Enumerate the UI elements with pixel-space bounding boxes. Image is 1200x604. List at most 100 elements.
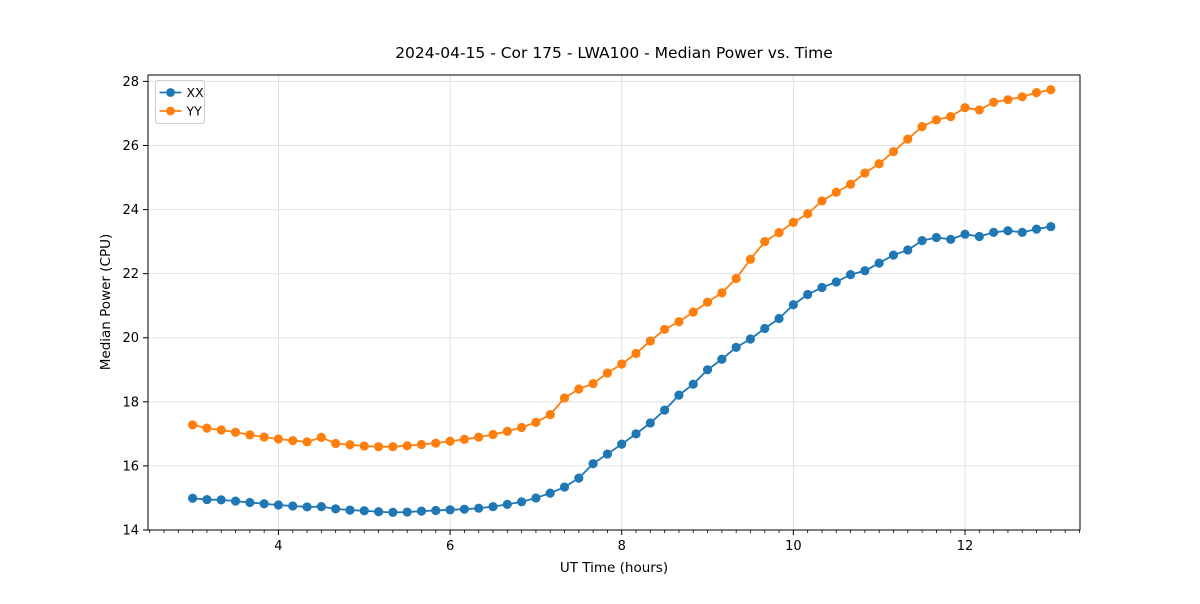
data-point-YY xyxy=(402,441,412,451)
data-point-YY xyxy=(230,427,241,437)
data-point-YY xyxy=(803,209,813,219)
data-point-YY xyxy=(602,368,613,378)
y-tick-label: 22 xyxy=(122,267,139,282)
data-point-YY xyxy=(731,273,741,284)
data-point-XX xyxy=(631,429,641,439)
data-point-XX xyxy=(860,266,870,276)
data-point-YY xyxy=(874,159,884,169)
data-point-XX xyxy=(359,506,369,516)
data-point-YY xyxy=(774,228,784,238)
data-point-YY xyxy=(531,417,541,427)
x-tick-label: 12 xyxy=(957,539,974,554)
data-point-XX xyxy=(230,496,241,506)
data-point-YY xyxy=(331,438,341,449)
data-point-XX xyxy=(617,439,627,449)
y-tick-label: 20 xyxy=(122,331,139,346)
data-point-YY xyxy=(960,103,970,113)
data-point-YY xyxy=(974,105,984,115)
data-point-YY xyxy=(831,187,841,197)
chart-title: 2024-04-15 - Cor 175 - LWA100 - Median P… xyxy=(395,44,833,62)
data-point-YY xyxy=(459,434,469,444)
data-point-XX xyxy=(531,493,541,503)
data-point-YY xyxy=(989,97,999,107)
data-point-XX xyxy=(688,379,698,389)
data-point-YY xyxy=(745,254,756,264)
data-point-XX xyxy=(660,405,670,415)
data-point-XX xyxy=(931,232,941,243)
data-point-XX xyxy=(516,497,527,507)
data-point-XX xyxy=(760,323,770,334)
data-point-XX xyxy=(216,495,226,505)
data-point-YY xyxy=(888,146,899,157)
data-point-YY xyxy=(545,410,555,420)
x-tick-label: 6 xyxy=(446,539,454,554)
data-point-XX xyxy=(1046,221,1056,232)
data-point-YY xyxy=(216,425,226,435)
data-point-YY xyxy=(788,217,798,227)
data-point-YY xyxy=(1017,92,1027,102)
data-point-XX xyxy=(273,500,284,510)
data-point-XX xyxy=(302,502,312,512)
data-point-XX xyxy=(702,365,713,375)
data-point-YY xyxy=(516,422,527,433)
data-point-YY xyxy=(416,439,427,450)
data-point-XX xyxy=(1031,224,1042,234)
data-point-XX xyxy=(331,504,341,514)
y-tick-label: 18 xyxy=(122,395,139,410)
data-point-XX xyxy=(574,473,584,483)
data-point-YY xyxy=(345,440,355,450)
data-point-YY xyxy=(845,179,856,189)
data-point-XX xyxy=(545,488,555,498)
data-point-YY xyxy=(502,426,512,436)
data-point-YY xyxy=(373,442,384,452)
data-point-XX xyxy=(674,390,684,400)
legend-label-YY: YY xyxy=(186,104,203,119)
data-point-YY xyxy=(702,297,713,307)
data-point-XX xyxy=(745,334,756,344)
x-tick-label: 8 xyxy=(618,539,626,554)
data-point-YY xyxy=(474,432,484,442)
data-point-YY xyxy=(445,436,455,446)
data-point-YY xyxy=(259,432,269,442)
data-point-YY xyxy=(588,378,598,389)
data-point-XX xyxy=(388,507,398,517)
data-point-XX xyxy=(559,482,570,492)
data-point-XX xyxy=(974,231,984,242)
legend-marker-YY xyxy=(166,106,175,116)
data-point-XX xyxy=(416,506,427,516)
data-point-YY xyxy=(1046,85,1056,95)
data-point-XX xyxy=(645,418,655,428)
data-point-XX xyxy=(845,270,856,280)
series-layer xyxy=(188,85,1056,517)
data-point-XX xyxy=(502,499,512,509)
data-point-XX xyxy=(474,503,484,513)
data-point-YY xyxy=(631,348,641,359)
data-point-XX xyxy=(188,493,198,503)
data-point-YY xyxy=(202,423,212,433)
data-point-XX xyxy=(774,313,784,324)
data-point-XX xyxy=(373,507,384,517)
data-point-YY xyxy=(660,324,670,335)
data-point-XX xyxy=(431,505,441,516)
data-point-XX xyxy=(288,501,298,511)
data-point-XX xyxy=(917,236,927,246)
data-point-XX xyxy=(588,459,598,469)
data-point-YY xyxy=(860,168,870,178)
y-tick-label: 24 xyxy=(122,203,139,218)
y-tick-label: 14 xyxy=(122,524,139,539)
data-point-XX xyxy=(960,229,970,239)
y-axis-label: Median Power (CPU) xyxy=(98,234,114,370)
data-point-YY xyxy=(188,420,198,430)
data-point-XX xyxy=(402,507,412,517)
data-point-YY xyxy=(931,115,941,125)
data-point-YY xyxy=(245,430,255,440)
data-point-XX xyxy=(602,449,613,459)
data-point-YY xyxy=(359,441,369,451)
tick-layer: 4 6 8 10 12 14 16 18 20 22 24 26 28 xyxy=(122,75,1080,554)
data-point-XX xyxy=(459,504,469,514)
data-point-XX xyxy=(1003,226,1013,236)
data-point-XX xyxy=(874,258,884,268)
x-tick-label: 10 xyxy=(785,539,802,554)
